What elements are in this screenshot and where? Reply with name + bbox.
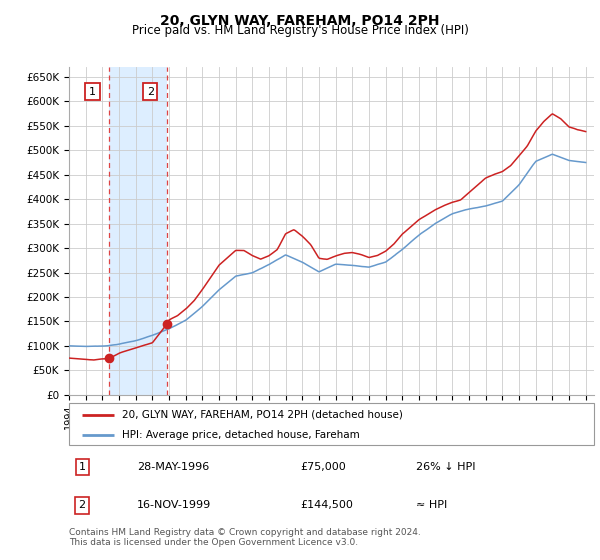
Text: Price paid vs. HM Land Registry's House Price Index (HPI): Price paid vs. HM Land Registry's House … xyxy=(131,24,469,38)
Text: HPI: Average price, detached house, Fareham: HPI: Average price, detached house, Fare… xyxy=(121,430,359,440)
Bar xyxy=(167,67,594,395)
Text: £75,000: £75,000 xyxy=(300,462,346,472)
Bar xyxy=(69,67,109,395)
Text: £144,500: £144,500 xyxy=(300,501,353,510)
Text: 16-NOV-1999: 16-NOV-1999 xyxy=(137,501,212,510)
Text: 1: 1 xyxy=(89,87,96,97)
Text: 28-MAY-1996: 28-MAY-1996 xyxy=(137,462,209,472)
Bar xyxy=(109,67,167,395)
Text: 1: 1 xyxy=(79,462,86,472)
Text: This data is licensed under the Open Government Licence v3.0.: This data is licensed under the Open Gov… xyxy=(69,538,358,547)
Text: 26% ↓ HPI: 26% ↓ HPI xyxy=(415,462,475,472)
Text: 20, GLYN WAY, FAREHAM, PO14 2PH: 20, GLYN WAY, FAREHAM, PO14 2PH xyxy=(160,14,440,28)
Text: ≈ HPI: ≈ HPI xyxy=(415,501,447,510)
Text: 2: 2 xyxy=(79,501,86,510)
FancyBboxPatch shape xyxy=(69,403,594,445)
Text: 20, GLYN WAY, FAREHAM, PO14 2PH (detached house): 20, GLYN WAY, FAREHAM, PO14 2PH (detache… xyxy=(121,410,403,420)
Text: Contains HM Land Registry data © Crown copyright and database right 2024.: Contains HM Land Registry data © Crown c… xyxy=(69,528,421,536)
Text: 2: 2 xyxy=(147,87,154,97)
